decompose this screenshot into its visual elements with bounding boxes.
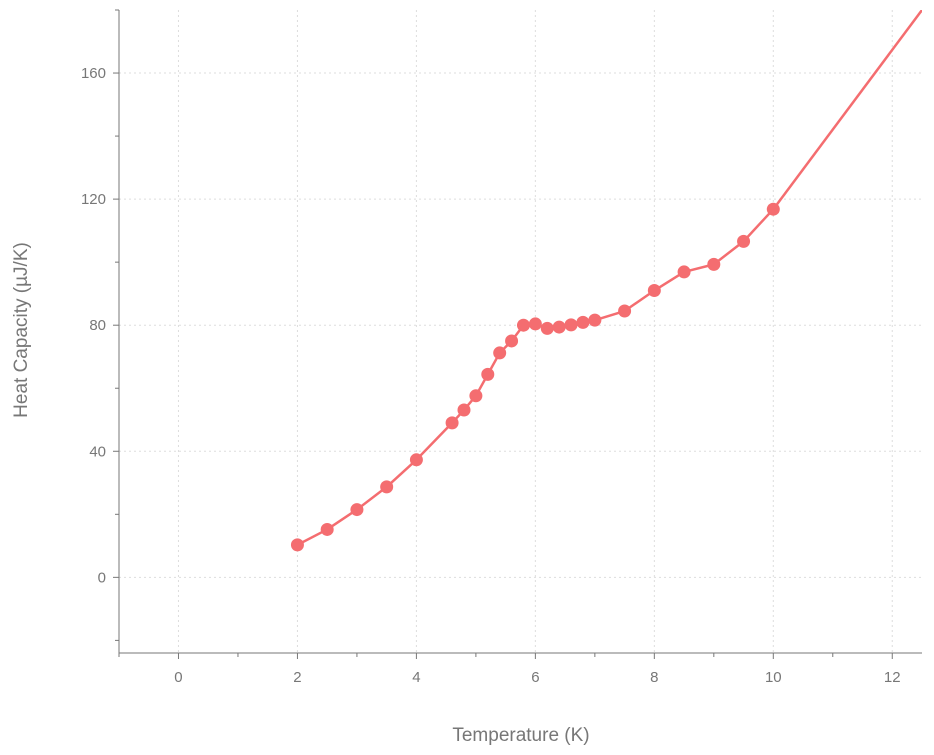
x-tick-label: 0 bbox=[174, 669, 182, 686]
y-tick-label: 40 bbox=[89, 443, 106, 460]
data-point bbox=[469, 389, 483, 403]
data-point bbox=[493, 346, 507, 360]
data-point bbox=[528, 317, 542, 331]
x-tick-label: 12 bbox=[884, 669, 901, 686]
data-point bbox=[445, 416, 459, 430]
data-point bbox=[564, 318, 578, 332]
y-tick-label: 160 bbox=[81, 65, 106, 82]
data-point bbox=[320, 522, 334, 536]
x-tick-label: 2 bbox=[293, 669, 301, 686]
x-tick-label: 6 bbox=[531, 669, 539, 686]
series bbox=[290, 10, 922, 552]
data-point bbox=[552, 320, 566, 334]
data-point bbox=[481, 367, 495, 381]
data-point bbox=[290, 538, 304, 552]
data-point bbox=[457, 403, 471, 417]
series-line bbox=[772, 10, 922, 210]
data-point bbox=[707, 257, 721, 271]
y-tick-label: 0 bbox=[98, 569, 106, 586]
data-point bbox=[409, 453, 423, 467]
grid bbox=[119, 10, 922, 653]
labels: Temperature (K) Heat Capacity (µJ/K) bbox=[11, 242, 590, 746]
data-point bbox=[737, 234, 751, 248]
data-point bbox=[505, 334, 519, 348]
series-line bbox=[296, 208, 775, 546]
data-point bbox=[380, 480, 394, 494]
data-point bbox=[576, 315, 590, 329]
y-axis-label: Heat Capacity (µJ/K) bbox=[11, 242, 32, 418]
data-point bbox=[540, 321, 554, 335]
x-tick-label: 8 bbox=[650, 669, 658, 686]
x-tick-label: 4 bbox=[412, 669, 420, 686]
y-tick-label: 80 bbox=[89, 317, 106, 334]
data-point bbox=[618, 304, 632, 318]
x-axis-label: Temperature (K) bbox=[452, 725, 589, 746]
data-point bbox=[516, 318, 530, 332]
data-point bbox=[647, 284, 661, 298]
data-point bbox=[588, 313, 602, 327]
x-tick-label: 10 bbox=[765, 669, 782, 686]
data-point bbox=[350, 503, 364, 517]
data-point bbox=[677, 265, 691, 279]
y-tick-label: 120 bbox=[81, 191, 106, 208]
